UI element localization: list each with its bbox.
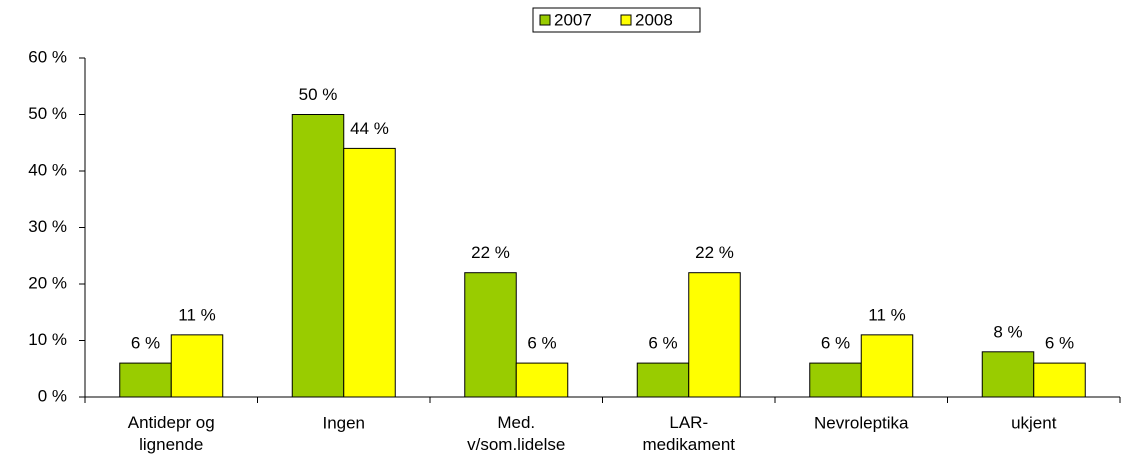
- data-label: 22 %: [471, 243, 510, 262]
- bar: [291, 114, 345, 398]
- y-tick-label: 0 %: [38, 386, 67, 405]
- data-label: 6 %: [131, 334, 160, 353]
- data-label: 11 %: [868, 305, 906, 324]
- bar: [515, 362, 569, 398]
- x-tick-label: Med. v/som.lidelse: [467, 413, 565, 454]
- x-tick-label: ukjent: [1011, 413, 1057, 432]
- data-label: 6 %: [821, 334, 850, 353]
- bar: [1033, 362, 1086, 398]
- x-tick-label: Antidepr og lignende: [128, 413, 215, 454]
- bar: [860, 334, 914, 398]
- x-tick-label: Ingen: [322, 413, 365, 432]
- y-tick-label: 60 %: [28, 47, 67, 66]
- bar: [343, 147, 396, 398]
- data-label: 6 %: [1045, 334, 1074, 353]
- legend-swatch: [539, 14, 551, 26]
- y-tick-label: 50 %: [28, 104, 67, 123]
- bar: [636, 362, 690, 398]
- bar: [464, 272, 517, 398]
- data-label: 44 %: [350, 119, 389, 138]
- bar: [981, 351, 1035, 398]
- bar: [119, 362, 172, 398]
- legend-label: 2007: [554, 10, 592, 29]
- data-label: 6 %: [527, 334, 556, 353]
- data-label: 11 %: [178, 305, 216, 324]
- bar: [170, 334, 224, 398]
- x-tick-label: Nevroleptika: [814, 413, 909, 432]
- legend-box: [532, 7, 701, 33]
- y-tick-label: 40 %: [28, 160, 67, 179]
- y-tick-label: 30 %: [28, 217, 67, 236]
- data-label: 50 %: [299, 85, 338, 104]
- x-tick-label: LAR-medikament: [642, 413, 735, 454]
- legend-swatch: [620, 14, 632, 26]
- data-label: 8 %: [993, 322, 1022, 341]
- y-tick-label: 20 %: [28, 273, 67, 292]
- data-label: 6 %: [648, 334, 677, 353]
- bar: [809, 362, 862, 398]
- y-tick-label: 10 %: [28, 330, 67, 349]
- bar: [688, 272, 741, 398]
- data-label: 22 %: [695, 243, 734, 262]
- legend-label: 2008: [635, 10, 673, 29]
